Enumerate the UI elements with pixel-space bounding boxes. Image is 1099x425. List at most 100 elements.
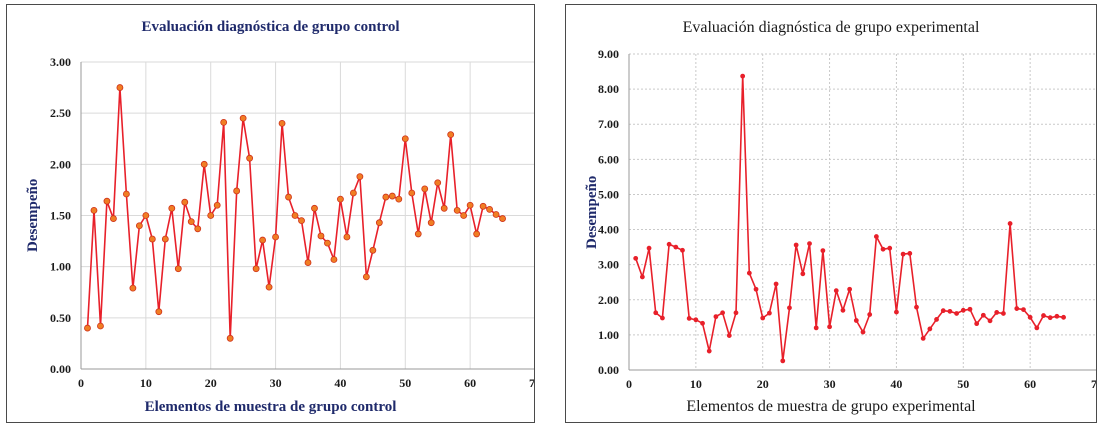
control-data-point	[123, 190, 130, 198]
experimental-ytick-label: 4.00	[598, 223, 619, 237]
control-data-point	[401, 135, 409, 143]
experimental-data-point	[900, 251, 906, 257]
experimental-data-point	[853, 318, 859, 323]
control-data-point	[298, 217, 305, 225]
control-data-point	[317, 232, 325, 240]
experimental-data-point	[980, 312, 986, 318]
experimental-data-point	[633, 255, 639, 261]
experimental-data-point	[907, 251, 913, 256]
control-data-point	[291, 212, 299, 219]
experimental-data-point	[840, 307, 846, 313]
control-ytick-label: 1.00	[50, 260, 71, 274]
control-data-point	[116, 84, 124, 91]
experimental-xtick-label: 70	[1091, 377, 1097, 391]
control-data-point	[388, 192, 396, 200]
experimental-data-point	[720, 310, 726, 316]
control-data-point	[427, 219, 435, 227]
experimental-data-point	[813, 325, 819, 331]
experimental-data-point	[793, 242, 799, 248]
experimental-xtick-label: 50	[957, 377, 969, 391]
experimental-data-point	[827, 324, 832, 330]
control-xtick-label: 60	[464, 376, 476, 390]
experimental-data-point	[1021, 307, 1026, 313]
experimental-data-point	[960, 307, 966, 313]
experimental-data-point	[787, 305, 792, 311]
control-data-point	[499, 215, 506, 222]
control-xtick-label: 10	[140, 376, 152, 390]
control-data-point	[252, 265, 260, 273]
control-data-point	[343, 233, 351, 241]
chart-control-svg: 0.00 0.50 1.00 1.50 2.00 2.50 3.00 0 10 20 30 40 50 6…	[50, 55, 535, 390]
control-data-point	[200, 160, 208, 168]
experimental-xtick-label: 30	[824, 377, 836, 391]
control-data-point	[148, 235, 156, 243]
experimental-data-point	[867, 312, 873, 317]
control-data-point	[103, 197, 111, 205]
experimental-data-point	[847, 286, 853, 292]
chart-experimental-ylabel: Desempeño	[584, 175, 600, 249]
experimental-data-point	[920, 335, 926, 341]
control-data-point	[278, 120, 286, 127]
control-ytick-label: 2.50	[50, 106, 71, 120]
experimental-data-point	[653, 310, 659, 316]
experimental-data-point	[740, 73, 746, 79]
experimental-data-point	[713, 314, 719, 320]
experimental-data-point	[800, 271, 806, 277]
control-data-point	[460, 212, 468, 219]
experimental-xtick-label: 10	[690, 377, 702, 391]
experimental-data-point	[1014, 306, 1020, 311]
experimental-data-point	[967, 306, 973, 312]
experimental-data-point	[760, 315, 766, 321]
control-ytick-label: 0.50	[50, 311, 71, 325]
control-data-point	[414, 230, 422, 238]
experimental-data-point	[1007, 221, 1013, 226]
experimental-data-point	[927, 326, 933, 332]
experimental-data-point	[700, 320, 705, 326]
control-data-point	[408, 189, 416, 197]
control-data-point	[434, 179, 442, 187]
experimental-ytick-label: 3.00	[598, 258, 619, 272]
control-data-point	[246, 154, 254, 162]
control-data-point	[135, 222, 143, 230]
experimental-data-point	[680, 247, 685, 253]
chart-experimental-panel: 0.00 1.00 2.00 3.00 4.00 5.00 6.00 7.00 8.00 9.00…	[565, 4, 1097, 423]
control-ytick-label: 0.00	[50, 362, 71, 376]
control-data-point	[129, 284, 137, 292]
control-data-point	[207, 212, 215, 219]
control-data-point	[272, 233, 279, 241]
control-xtick-label: 0	[78, 376, 84, 390]
experimental-ytick-label: 6.00	[598, 152, 619, 166]
control-data-point	[324, 239, 331, 247]
control-data-point	[220, 118, 228, 126]
chart-experimental-xlabel: Elementos de muestra de grupo experiment…	[686, 398, 976, 415]
experimental-data-point	[820, 248, 826, 254]
experimental-data-point	[746, 270, 752, 276]
control-xtick-label: 70	[529, 376, 535, 390]
control-data-point	[447, 131, 455, 139]
experimental-data-point	[1000, 311, 1006, 316]
experimental-data-point	[934, 317, 939, 322]
experimental-data-point	[807, 241, 812, 247]
control-ytick-label: 1.50	[50, 209, 71, 223]
control-data-point	[187, 218, 195, 226]
chart-control-panel: 0.00 0.50 1.00 1.50 2.00 2.50 3.00 0 10 20 30 40 50 6…	[6, 4, 535, 423]
control-data-point	[155, 308, 163, 316]
chart-control-title: Evaluación diagnóstica de grupo control	[141, 19, 400, 35]
experimental-data-point	[947, 308, 953, 314]
chart-experimental-title: Evaluación diagnóstica de grupo experime…	[682, 19, 980, 36]
control-data-point	[479, 202, 487, 210]
experimental-ytick-label: 0.00	[598, 363, 619, 377]
control-data-point	[110, 215, 117, 222]
chart-experimental-svg: 0.00 1.00 2.00 3.00 4.00 5.00 6.00 7.00 8.00 9.00…	[598, 47, 1097, 391]
experimental-xtick-label: 0	[626, 377, 632, 391]
experimental-data-point	[666, 241, 672, 247]
experimental-xtick-label: 60	[1024, 377, 1036, 391]
experimental-ytick-label: 7.00	[598, 117, 619, 131]
experimental-data-point	[1047, 315, 1053, 321]
control-data-point	[194, 225, 202, 233]
experimental-data-point	[1054, 313, 1060, 319]
control-data-point	[421, 185, 429, 193]
control-data-point	[84, 324, 91, 332]
experimental-ytick-label: 5.00	[598, 187, 619, 201]
control-data-point	[492, 211, 500, 218]
